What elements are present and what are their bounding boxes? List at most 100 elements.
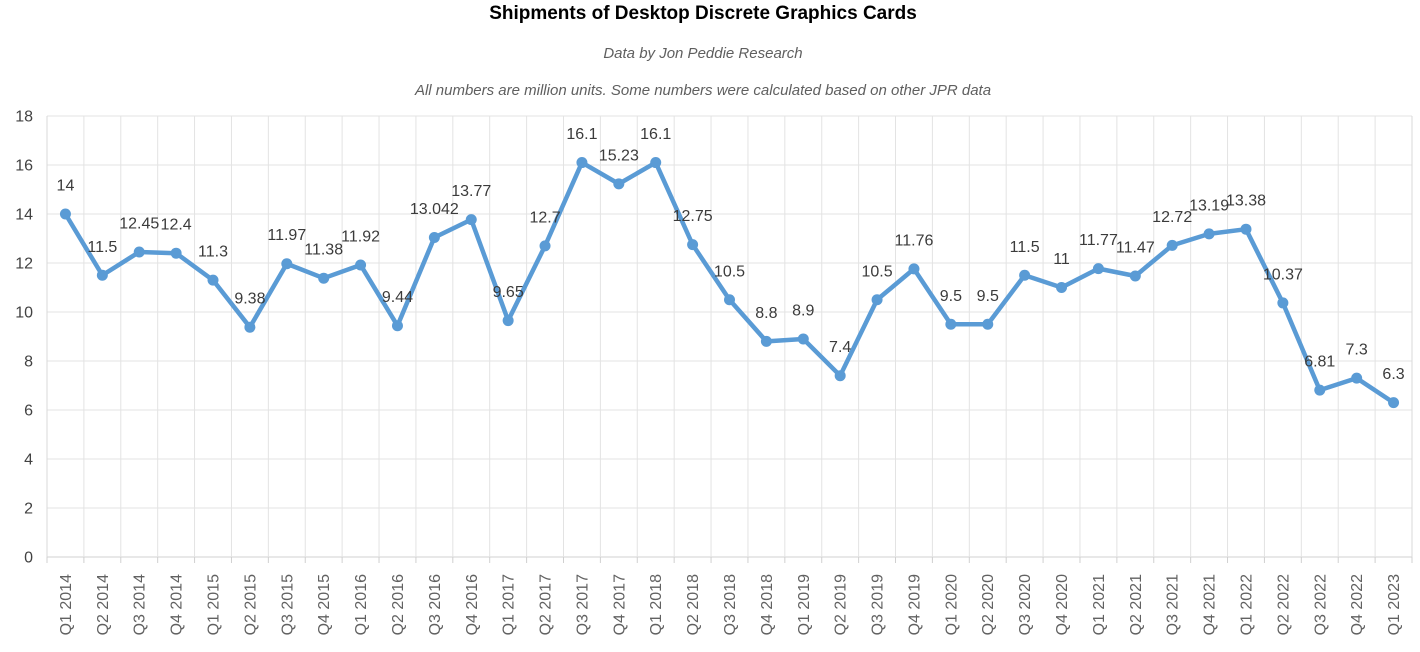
data-label: 10.5 — [714, 263, 745, 280]
data-label: 9.5 — [940, 288, 962, 305]
data-point — [1277, 297, 1289, 309]
x-tick-label: Q3 2014 — [132, 574, 149, 635]
data-label: 9.38 — [234, 291, 265, 308]
data-point — [797, 333, 809, 345]
data-label: 12.45 — [119, 215, 159, 232]
chart-title: Shipments of Desktop Discrete Graphics C… — [489, 3, 917, 24]
data-point — [318, 272, 330, 284]
data-point — [1240, 223, 1252, 235]
data-point — [170, 247, 182, 259]
data-label: 11.92 — [341, 228, 380, 245]
x-tick-label: Q3 2016 — [427, 574, 444, 635]
data-point — [1129, 270, 1141, 282]
x-tick-label: Q1 2015 — [206, 574, 223, 635]
data-point — [133, 246, 145, 258]
data-label: 11.5 — [87, 239, 117, 256]
data-point — [96, 269, 108, 281]
data-label: 11 — [1053, 251, 1070, 268]
x-tick-label: Q3 2022 — [1312, 574, 1329, 635]
data-point — [1166, 239, 1178, 251]
data-label: 6.3 — [1382, 366, 1404, 383]
y-tick-label: 14 — [15, 207, 33, 224]
data-point — [576, 157, 588, 169]
y-tick-label: 2 — [24, 501, 33, 518]
data-label: 11.76 — [895, 232, 934, 249]
x-tick-label: Q2 2017 — [538, 574, 555, 635]
data-label: 14 — [57, 178, 75, 195]
data-label: 7.4 — [829, 339, 851, 356]
data-point — [281, 258, 293, 270]
data-point — [244, 321, 256, 333]
data-point — [539, 240, 551, 252]
data-point — [428, 231, 440, 243]
chart-subtitle: Data by Jon Peddie Research — [603, 45, 803, 62]
x-tick-label: Q2 2022 — [1275, 574, 1292, 635]
y-tick-label: 0 — [24, 550, 33, 567]
data-label: 13.042 — [410, 201, 459, 218]
data-point — [871, 294, 883, 306]
x-tick-label: Q4 2020 — [1054, 574, 1071, 635]
data-point — [465, 214, 477, 226]
data-label: 13.38 — [1226, 193, 1266, 210]
x-tick-label: Q2 2019 — [833, 574, 850, 635]
x-tick-label: Q4 2017 — [611, 574, 628, 635]
x-tick-label: Q1 2017 — [501, 574, 518, 635]
x-tick-label: Q4 2021 — [1202, 574, 1219, 635]
data-point — [502, 315, 514, 327]
x-tick-label: Q1 2018 — [648, 574, 665, 635]
data-point — [908, 263, 920, 275]
data-label: 13.77 — [451, 183, 491, 200]
x-tick-label: Q2 2015 — [242, 574, 259, 635]
data-point — [760, 335, 772, 347]
x-tick-label: Q2 2016 — [390, 574, 407, 635]
data-label: 11.3 — [198, 244, 228, 261]
x-tick-label: Q3 2017 — [574, 574, 591, 635]
x-tick-label: Q4 2015 — [316, 574, 333, 635]
data-point — [391, 320, 403, 332]
x-tick-label: Q3 2020 — [1017, 574, 1034, 635]
y-tick-label: 10 — [15, 305, 33, 322]
data-label: 11.38 — [304, 242, 343, 259]
data-point — [207, 274, 219, 286]
data-label: 12.75 — [673, 208, 713, 225]
x-tick-label: Q2 2021 — [1128, 574, 1145, 635]
data-label: 11.5 — [1010, 239, 1040, 256]
x-tick-label: Q3 2021 — [1165, 574, 1182, 635]
x-tick-label: Q1 2023 — [1386, 574, 1403, 635]
data-point — [1203, 228, 1215, 240]
x-tick-label: Q3 2019 — [870, 574, 887, 635]
data-label: 8.8 — [755, 305, 777, 322]
x-tick-label: Q4 2014 — [169, 574, 186, 635]
y-tick-label: 6 — [24, 403, 33, 420]
data-label: 11.77 — [1079, 232, 1118, 249]
data-point — [650, 157, 662, 169]
x-tick-label: Q1 2019 — [796, 574, 813, 635]
data-label: 12.72 — [1152, 209, 1192, 226]
data-point — [59, 208, 71, 220]
data-label: 12.4 — [161, 217, 192, 234]
data-point — [1351, 372, 1363, 384]
data-label: 8.9 — [792, 302, 814, 319]
data-point — [1019, 269, 1031, 281]
y-tick-label: 18 — [15, 109, 33, 126]
data-label: 10.37 — [1263, 266, 1303, 283]
data-label: 15.23 — [599, 147, 639, 164]
x-tick-label: Q4 2016 — [464, 574, 481, 635]
x-tick-label: Q2 2018 — [685, 574, 702, 635]
x-tick-label: Q2 2014 — [95, 574, 112, 635]
data-point — [982, 318, 994, 330]
y-tick-label: 4 — [24, 452, 33, 469]
x-tick-label: Q1 2022 — [1238, 574, 1255, 635]
data-point — [613, 178, 625, 190]
y-tick-label: 16 — [15, 158, 33, 175]
data-label: 6.81 — [1304, 354, 1335, 371]
x-tick-label: Q1 2016 — [353, 574, 370, 635]
data-point — [1388, 397, 1400, 409]
x-tick-label: Q3 2015 — [279, 574, 296, 635]
data-label: 13.19 — [1189, 197, 1229, 214]
x-tick-label: Q4 2022 — [1349, 574, 1366, 635]
data-point — [945, 318, 957, 330]
data-label: 16.1 — [566, 126, 597, 143]
